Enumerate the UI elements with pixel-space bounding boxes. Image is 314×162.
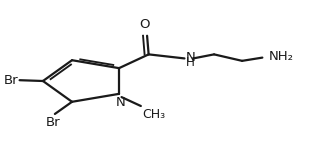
- Text: Br: Br: [3, 74, 18, 87]
- Text: CH₃: CH₃: [143, 108, 165, 121]
- Text: N: N: [116, 96, 126, 109]
- Text: H: H: [186, 57, 195, 69]
- Text: Br: Br: [46, 116, 61, 129]
- Text: O: O: [140, 18, 150, 31]
- Text: N: N: [186, 51, 196, 64]
- Text: NH₂: NH₂: [268, 50, 294, 63]
